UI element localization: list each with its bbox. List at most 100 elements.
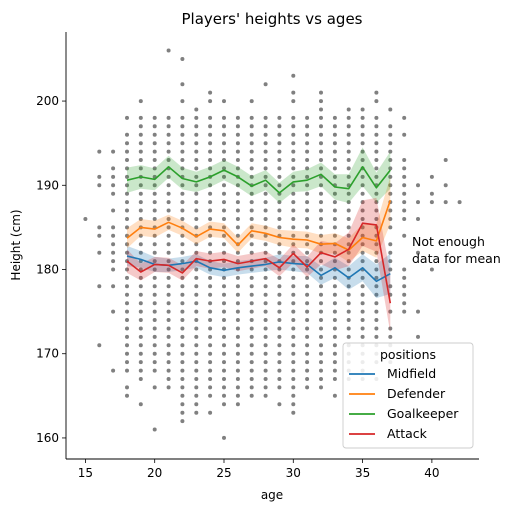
scatter-point: [305, 326, 310, 331]
scatter-point: [152, 309, 157, 314]
scatter-point: [305, 275, 310, 280]
ci-band-midfield: [127, 245, 391, 299]
scatter-point: [319, 124, 323, 129]
scatter-point: [346, 191, 351, 196]
scatter-point: [125, 267, 129, 272]
line-attack: [126, 222, 392, 304]
scatter-point: [111, 233, 116, 238]
scatter-point: [263, 393, 268, 398]
scatter-point: [291, 208, 296, 213]
scatter-point: [208, 158, 213, 162]
scatter-point: [305, 377, 310, 381]
scatter-point: [346, 334, 351, 339]
x-tick-label: 15: [78, 466, 93, 480]
scatter-point: [457, 200, 462, 205]
scatter-point: [332, 115, 337, 120]
scatter-point: [305, 318, 310, 322]
x-tick-label: 25: [216, 466, 231, 480]
scatter-point: [374, 250, 379, 255]
x-tick-label: 30: [286, 466, 301, 480]
scatter-point: [222, 326, 226, 331]
scatter-point: [111, 309, 116, 314]
scatter-point: [125, 225, 129, 230]
scatter-point: [305, 334, 310, 339]
scatter-point: [180, 419, 185, 424]
scatter-point: [332, 326, 337, 331]
scatter-point: [194, 166, 199, 171]
scatter-point: [138, 158, 143, 162]
scatter-point: [332, 360, 337, 365]
scatter-point: [360, 149, 365, 154]
scatter-point: [166, 124, 171, 129]
scatter-point: [222, 132, 226, 137]
scatter-point: [180, 200, 185, 205]
scatter-point: [125, 360, 129, 365]
scatter-point: [346, 174, 351, 179]
scatter-point: [208, 141, 213, 146]
scatter-point: [125, 318, 129, 322]
scatter-point: [235, 343, 240, 348]
scatter-point: [138, 377, 143, 381]
scatter-point: [138, 309, 143, 314]
scatter-point: [97, 343, 102, 348]
scatter-point: [388, 267, 393, 272]
scatter-point: [332, 343, 337, 348]
scatter-point: [166, 377, 171, 381]
scatter-point: [305, 149, 310, 154]
scatter-point: [194, 124, 199, 129]
scatter-point: [125, 217, 129, 221]
scatter-point: [235, 183, 240, 188]
scatter-point: [208, 351, 213, 356]
scatter-point: [360, 275, 365, 280]
scatter-point: [208, 284, 213, 289]
x-ticks: 15 20 25 30 35 40: [78, 459, 440, 480]
scatter-point: [388, 208, 393, 213]
scatter-point: [194, 351, 199, 356]
scatter-point: [222, 318, 226, 322]
scatter-point: [291, 351, 296, 356]
scatter-point: [180, 82, 185, 87]
scatter-point: [152, 284, 157, 289]
scatter-point: [291, 343, 296, 348]
scatter-point: [180, 124, 185, 129]
scatter-point: [249, 225, 254, 230]
scatter-point: [222, 225, 226, 230]
scatter-point: [388, 132, 393, 137]
y-ticks: 160 170 180 190 200: [36, 94, 66, 445]
scatter-point: [222, 158, 226, 162]
scatter-point: [277, 292, 282, 297]
scatter-point: [291, 90, 296, 95]
scatter-point: [208, 301, 213, 306]
scatter-point: [319, 166, 323, 171]
scatter-point: [125, 191, 129, 196]
scatter-point: [222, 377, 226, 381]
scatter-point: [222, 292, 226, 297]
scatter-point: [138, 334, 143, 339]
scatter-point: [263, 158, 268, 162]
scatter-point: [291, 326, 296, 331]
scatter-point: [249, 334, 254, 339]
scatter-point: [346, 141, 351, 146]
scatter-point: [125, 385, 129, 390]
x-tick-label: 20: [147, 466, 162, 480]
scatter-point: [222, 174, 226, 179]
scatter-point: [346, 158, 351, 162]
scatter-point: [180, 334, 185, 339]
scatter-point: [263, 132, 268, 137]
scatter-point: [319, 158, 323, 162]
scatter-point: [194, 284, 199, 289]
scatter-point: [166, 115, 171, 120]
scatter-point: [208, 217, 213, 221]
scatter-point: [152, 217, 157, 221]
scatter-point: [263, 326, 268, 331]
scatter-point: [305, 368, 310, 373]
scatter-point: [125, 158, 129, 162]
scatter-point: [194, 250, 199, 255]
scatter-point: [319, 141, 323, 146]
scatter-point: [194, 410, 199, 415]
scatter-point: [291, 309, 296, 314]
annotation-not-enough-data: Not enough data for mean: [412, 234, 501, 266]
scatter-point: [305, 301, 310, 306]
scatter-point: [111, 368, 116, 373]
scatter-point: [360, 292, 365, 297]
